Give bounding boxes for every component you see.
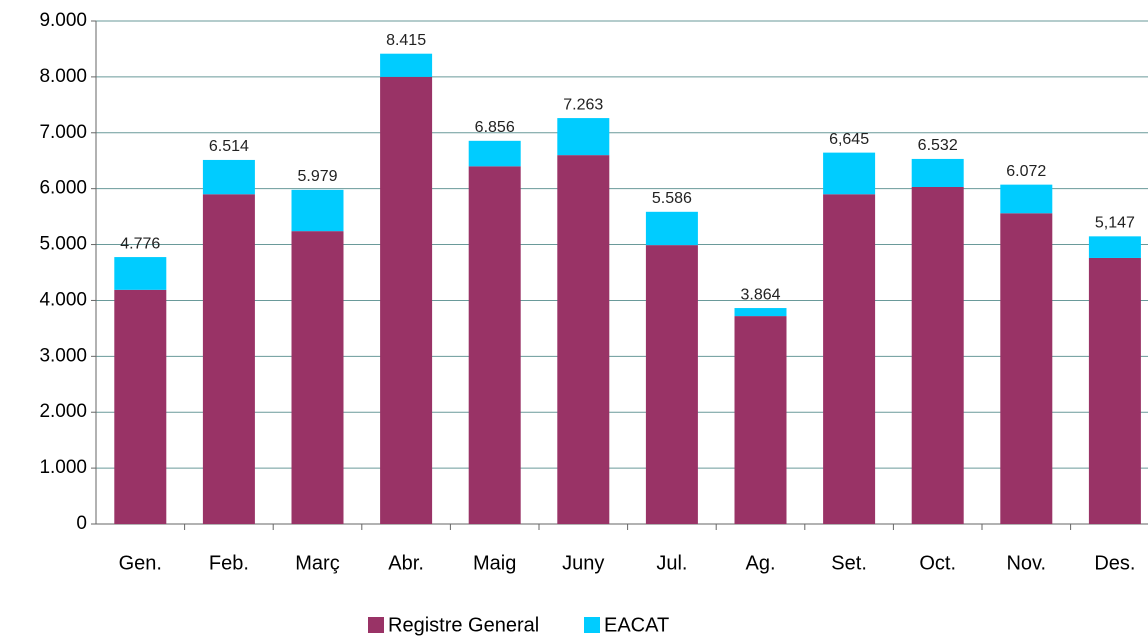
y-tick-label: 0: [76, 513, 87, 534]
bar-segment: [468, 140, 521, 167]
x-tick-label: Abr.: [388, 552, 424, 574]
bar-segment: [823, 152, 876, 195]
y-tick-label: 7.000: [39, 122, 87, 143]
bar-segment: [911, 186, 964, 525]
bar-segment: [202, 159, 255, 195]
x-tick-label: Maig: [473, 552, 516, 574]
total-label: 5.586: [652, 190, 692, 207]
legend-swatch: [368, 617, 384, 633]
y-tick-label: 6.000: [39, 178, 87, 199]
y-tick-label: 8.000: [39, 66, 87, 87]
y-tick-label: 3.000: [39, 345, 87, 366]
x-tick-label: Jul.: [656, 552, 687, 574]
total-label: 6.856: [475, 119, 515, 136]
bar-segment: [645, 245, 698, 524]
bar-segment: [114, 257, 167, 290]
bar-segment: [291, 189, 344, 232]
legend-label: EACAT: [604, 614, 669, 636]
total-label: 8.415: [386, 32, 426, 49]
bar-segment: [911, 158, 964, 187]
total-label: 5,147: [1095, 215, 1135, 232]
bar-segment: [645, 211, 698, 246]
bar-segment: [1088, 236, 1141, 258]
total-label: 3.864: [740, 286, 780, 303]
x-tick-label: Juny: [562, 552, 604, 574]
bar-segment: [291, 231, 344, 525]
total-label: 4.776: [120, 235, 160, 252]
total-label: 6,645: [829, 131, 869, 148]
bar-segment: [114, 289, 167, 524]
y-tick-label: 1.000: [39, 457, 87, 478]
bar-segment: [468, 166, 521, 525]
bar-segment: [734, 316, 787, 524]
bar-segment: [380, 76, 433, 524]
bar-segment: [202, 194, 255, 524]
total-label: 6.072: [1006, 163, 1046, 180]
total-label: 7.263: [563, 96, 603, 113]
legend-label: Registre General: [388, 614, 539, 636]
bar-segment: [557, 155, 610, 524]
y-tick-label: 4.000: [39, 289, 87, 310]
bar-segment: [1000, 213, 1053, 524]
x-tick-label: Set.: [831, 552, 867, 574]
x-tick-label: Feb.: [209, 552, 249, 574]
total-label: 6.532: [918, 137, 958, 154]
bar-segment: [1000, 184, 1053, 214]
total-label: 5.979: [297, 168, 337, 185]
bar-segment: [557, 118, 610, 156]
x-tick-label: Març: [295, 552, 339, 574]
x-tick-label: Gen.: [119, 552, 162, 574]
y-tick-label: 5.000: [39, 234, 87, 255]
x-tick-label: Nov.: [1006, 552, 1046, 574]
x-tick-label: Ag.: [745, 552, 775, 574]
x-tick-label: Oct.: [919, 552, 956, 574]
bar-segment: [823, 194, 876, 524]
bar-segment: [1088, 257, 1141, 524]
y-tick-label: 9.000: [39, 10, 87, 31]
y-tick-label: 2.000: [39, 401, 87, 422]
x-tick-label: Des.: [1094, 552, 1135, 574]
total-label: 6.514: [209, 138, 249, 155]
bar-segment: [380, 53, 433, 77]
legend-swatch: [584, 617, 600, 633]
bar-segment: [734, 308, 787, 317]
